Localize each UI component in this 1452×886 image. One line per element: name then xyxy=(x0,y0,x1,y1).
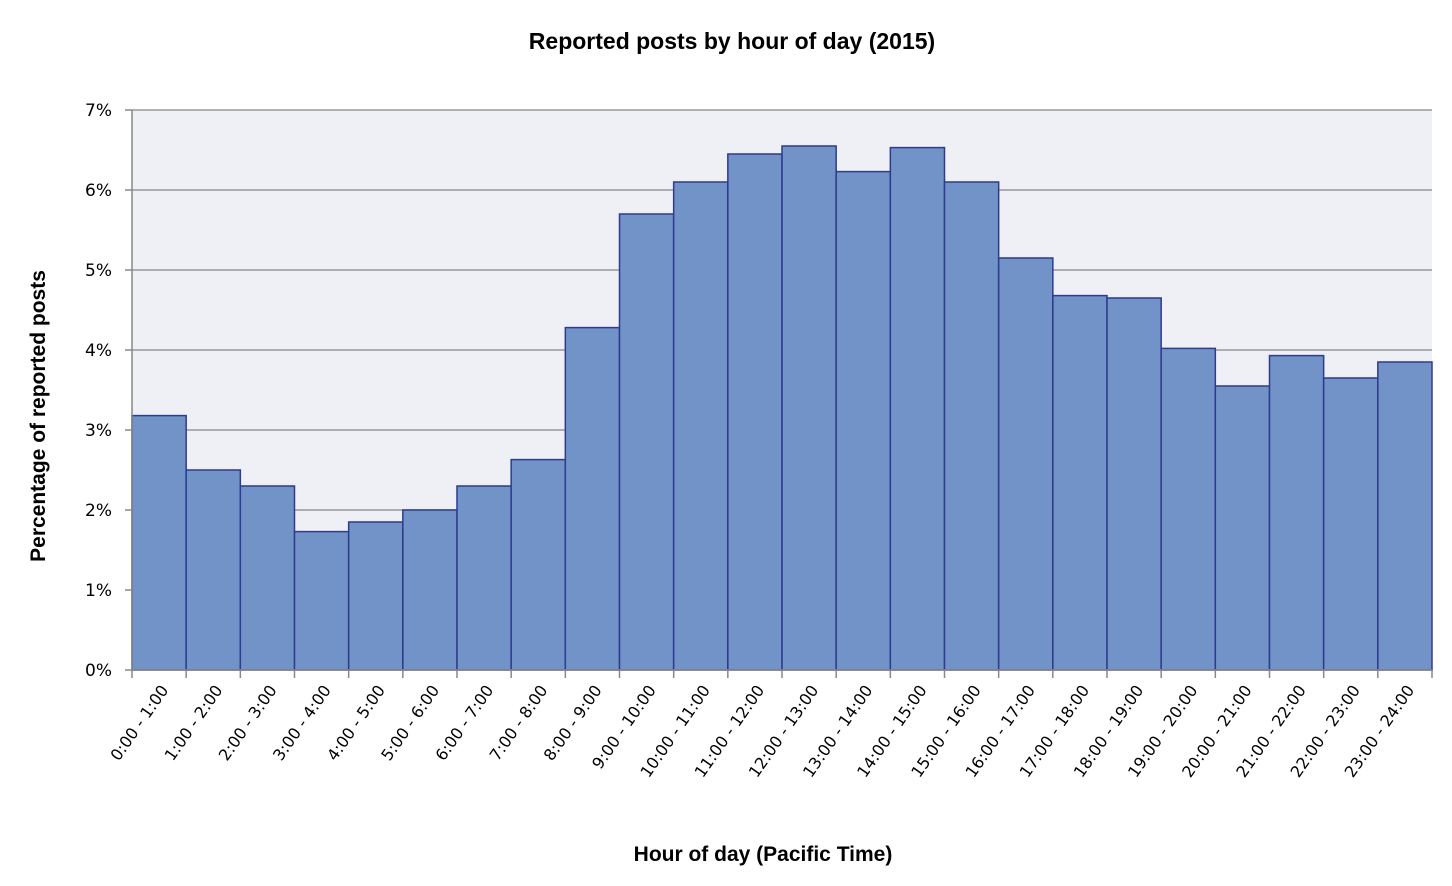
y-tick-label: 3% xyxy=(85,421,112,441)
axes xyxy=(125,109,1433,678)
bars xyxy=(131,145,1433,671)
bar xyxy=(293,530,350,671)
bar xyxy=(727,153,783,671)
y-tick-label: 1% xyxy=(85,581,112,601)
x-axis-title: Hour of day (Pacific Time) xyxy=(634,843,893,866)
y-tick-label: 6% xyxy=(85,181,112,201)
bar xyxy=(1377,361,1433,671)
bar xyxy=(1268,354,1325,671)
bar xyxy=(1052,294,1108,671)
bar xyxy=(185,469,242,671)
bar xyxy=(835,170,892,671)
y-tick-label: 5% xyxy=(85,261,112,281)
y-tick-label: 7% xyxy=(85,101,112,121)
bar xyxy=(618,213,675,671)
chart-title: Reported posts by hour of day (2015) xyxy=(529,28,935,54)
bar xyxy=(131,414,187,671)
bar xyxy=(564,326,621,671)
bar xyxy=(1214,385,1271,671)
y-tick-label: 0% xyxy=(85,661,112,681)
y-tick-label: 2% xyxy=(85,501,112,521)
bar xyxy=(456,485,512,671)
bar xyxy=(997,257,1054,671)
y-axis-title: Percentage of reported posts xyxy=(27,270,50,562)
bar xyxy=(239,485,296,671)
bar xyxy=(781,145,837,671)
bar xyxy=(672,181,729,671)
bar xyxy=(1106,297,1162,671)
x-tick-labels: 0:00 - 1:001:00 - 2:002:00 - 3:003:00 - … xyxy=(106,681,1418,781)
bar xyxy=(889,146,946,671)
bar xyxy=(510,458,567,671)
bar xyxy=(347,521,404,671)
bar xyxy=(1322,377,1379,671)
bar xyxy=(943,181,1000,671)
bar xyxy=(402,509,458,671)
y-tick-labels: 0% 1% 2% 3% 4% 5% 6% 7% xyxy=(85,101,112,681)
y-tick-label: 4% xyxy=(85,341,112,361)
bar xyxy=(1160,347,1217,671)
